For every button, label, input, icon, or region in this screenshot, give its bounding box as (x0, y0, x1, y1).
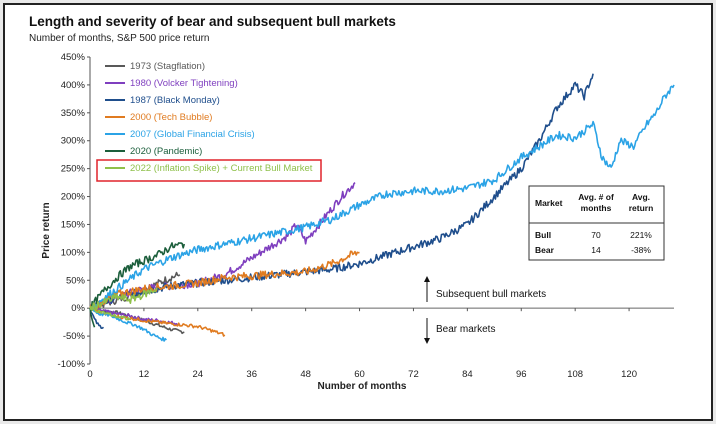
x-tick-label: 24 (193, 369, 204, 380)
stats-header-cell: Market (535, 198, 563, 208)
x-tick-label: 96 (516, 369, 527, 380)
x-tick-label: 120 (621, 369, 637, 380)
x-tick-label: 84 (462, 369, 473, 380)
y-tick-label: 450% (61, 52, 86, 63)
stats-cell: Bull (535, 230, 551, 240)
y-tick-label: 300% (61, 136, 86, 147)
annotations: Subsequent bull markets Bear markets (424, 276, 546, 344)
y-tick-label: 150% (61, 219, 86, 230)
series-line-1987-bull (89, 73, 594, 310)
bear-annotation: Bear markets (436, 324, 495, 335)
y-axis-label: Price return (41, 202, 52, 258)
chart-subtitle: Number of months, S&P 500 price return (29, 33, 210, 44)
series-line-2007-bear (89, 307, 167, 342)
chart-title: Length and severity of bear and subseque… (29, 14, 396, 29)
y-tick-label: 100% (61, 247, 86, 258)
series-line-2020-bear (89, 308, 96, 328)
legend-entry: 1980 (Volcker Tightening) (130, 78, 238, 89)
series-line-1980-bull (89, 182, 356, 312)
y-tick-label: 50% (66, 275, 86, 286)
x-axis-label: Number of months (318, 381, 407, 392)
series-line-2022-bear (89, 306, 131, 321)
stats-header-cell: Avg. return (629, 192, 654, 213)
stats-cell: Bear (535, 245, 555, 255)
stats-cell: 14 (591, 245, 601, 255)
stats-header-cell: Avg. # of months (578, 192, 614, 213)
series-line-2007-bull (89, 84, 675, 311)
x-tick-label: 48 (300, 369, 311, 380)
x-tick-label: 108 (567, 369, 583, 380)
y-tick-label: 200% (61, 192, 86, 203)
y-tick-label: -100% (58, 359, 86, 370)
x-tick-label: 60 (354, 369, 365, 380)
x-tick-label: 72 (408, 369, 419, 380)
x-tick-label: 0 (87, 369, 92, 380)
y-tick-label: -50% (63, 331, 86, 342)
stats-cell: 70 (591, 230, 601, 240)
stats-cell: -38% (631, 245, 651, 255)
y-tick-label: 0% (71, 303, 85, 314)
legend-entry: 2007 (Global Financial Crisis) (130, 129, 255, 140)
axes: -100% -50% 0% 50% 100% 150% 200% 250% 300% 350% 40… (41, 52, 674, 392)
series-line-2022-bull (89, 287, 158, 312)
legend-entry: 2022 (Inflation Spike) + Current Bull Ma… (130, 163, 313, 174)
x-tick-label: 12 (139, 369, 150, 380)
legend-entry: 1973 (Stagflation) (130, 61, 205, 72)
series-line-2020-bull (89, 242, 186, 312)
series-line-2000-bull (89, 250, 360, 309)
bull-annotation: Subsequent bull markets (436, 289, 546, 300)
bear-arrow-head (424, 338, 430, 344)
series-lines (89, 73, 675, 342)
series-line-1987-bear (89, 308, 105, 329)
y-tick-label: 400% (61, 80, 86, 91)
legend-entry: 1987 (Black Monday) (130, 95, 220, 106)
bull-arrow-head (424, 276, 430, 282)
legend-highlight-box (96, 159, 322, 182)
stats-cell: 221% (630, 230, 652, 240)
legend: 1973 (Stagflation) 1980 (Volcker Tighteni… (105, 61, 313, 174)
legend-entry: 2020 (Pandemic) (130, 146, 202, 157)
y-tick-label: 250% (61, 164, 86, 175)
y-tick-label: 350% (61, 108, 86, 119)
legend-entry: 2000 (Tech Bubble) (130, 112, 212, 123)
x-tick-label: 36 (246, 369, 257, 380)
stats-table: Market Avg. # of months Avg. return Bull 70 221… (528, 185, 665, 261)
